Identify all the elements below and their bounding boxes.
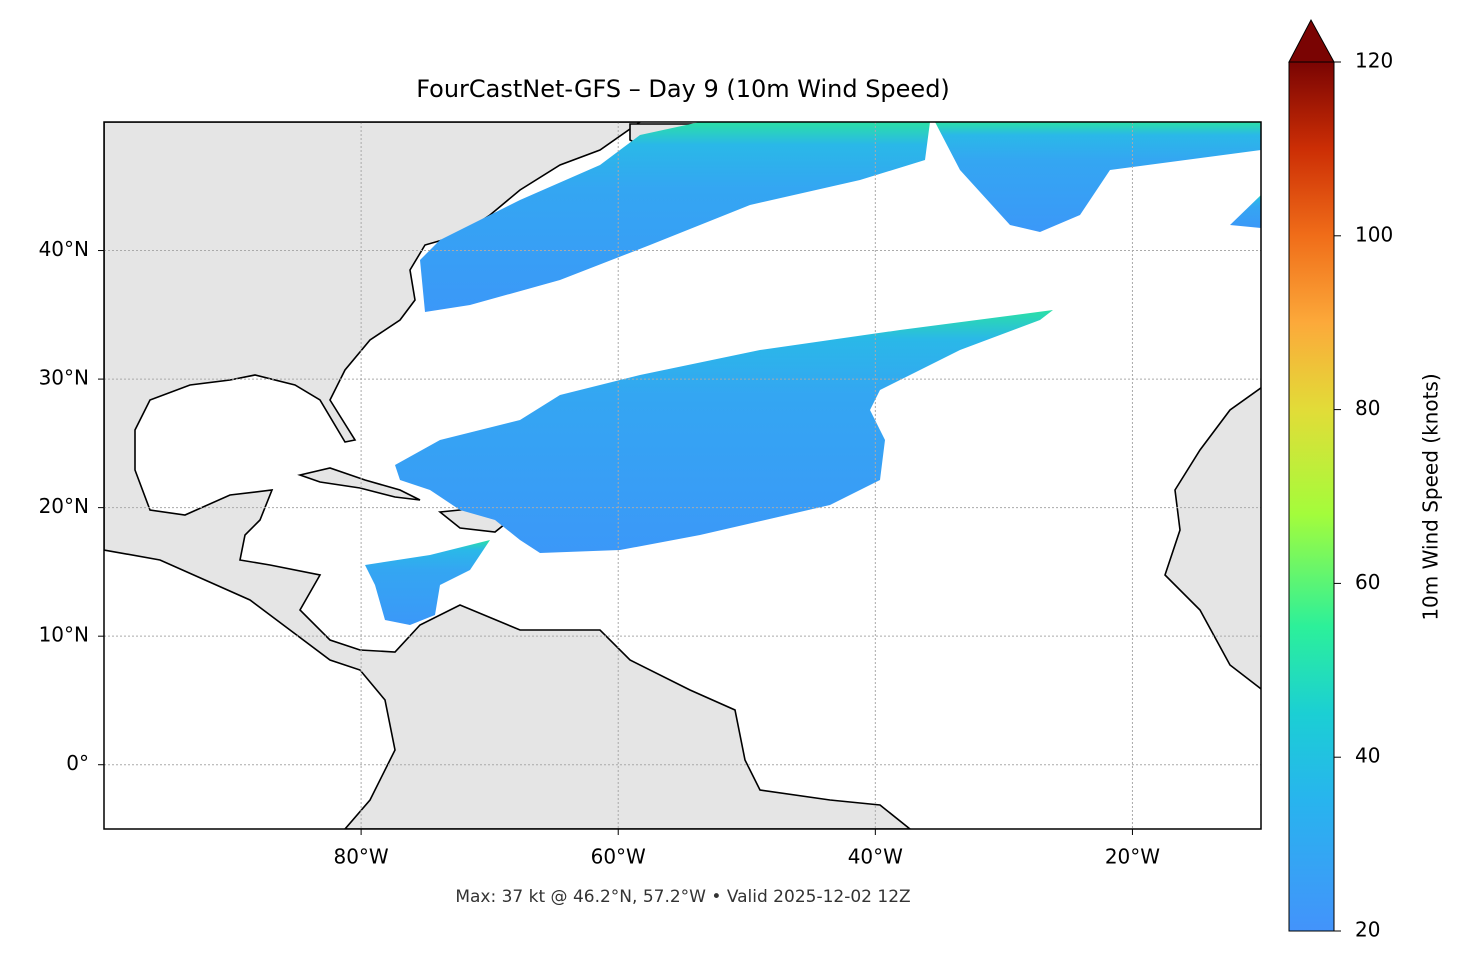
y-tick-label: 40°N — [39, 237, 89, 261]
wind-area — [420, 122, 930, 312]
colorbar-tick-label: 100 — [1355, 222, 1393, 246]
y-tick-label: 10°N — [39, 623, 89, 647]
y-tick-label: 0° — [66, 751, 89, 775]
map-frame — [103, 121, 1262, 830]
x-tick-label: 60°W — [591, 845, 646, 869]
colorbar-extend — [1288, 18, 1335, 63]
wind-area — [365, 540, 490, 625]
africa — [1164, 386, 1261, 690]
x-tick-label: 40°W — [848, 845, 903, 869]
colorbar-tick-label: 120 — [1355, 49, 1393, 73]
wind-area — [395, 310, 1053, 553]
cuba — [297, 467, 421, 501]
x-tick-label: 80°W — [333, 845, 388, 869]
colorbar — [1288, 61, 1335, 932]
colorbar-tick-label: 20 — [1355, 918, 1380, 942]
colorbar-tick-label: 80 — [1355, 396, 1380, 420]
map — [104, 122, 1261, 829]
colorbar-label: 10m Wind Speed (knots) — [1419, 373, 1443, 620]
wind-area — [1230, 195, 1261, 228]
footer: Max: 37 kt @ 46.2°N, 57.2°W • Valid 2025… — [455, 887, 910, 907]
x-tick-label: 20°W — [1105, 845, 1160, 869]
wind-area — [935, 122, 1261, 232]
y-tick-label: 20°N — [39, 494, 89, 518]
y-tick-label: 30°N — [39, 366, 89, 390]
colorbar-tick-label: 60 — [1355, 570, 1380, 594]
title: FourCastNet-GFS – Day 9 (10m Wind Speed) — [416, 75, 950, 103]
americas — [104, 122, 912, 829]
colorbar-tick-label: 40 — [1355, 744, 1380, 768]
